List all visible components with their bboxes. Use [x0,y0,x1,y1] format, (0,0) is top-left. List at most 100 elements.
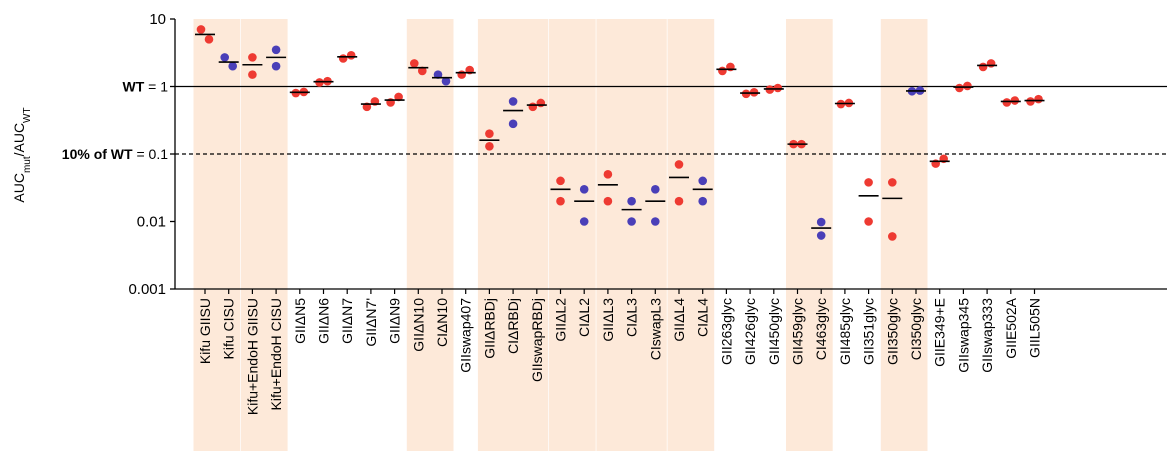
reference-label: 10% of WT = 0.1 [62,146,168,162]
data-point [627,217,636,226]
category-label: GII450glyc [766,298,782,365]
data-point [888,232,897,241]
category-label: GII263glyc [718,298,734,365]
shaded-group [667,19,715,451]
data-point [816,217,826,227]
y-tick-label: 0.01 [137,214,166,231]
category-label: CIΔL3 [624,298,640,337]
data-point [651,184,660,194]
category-label: CIΔN10 [434,298,450,347]
category-label: GIIΔN5 [292,298,308,344]
data-marks [195,25,1045,241]
category-label: GIIΔRBDj [481,298,497,359]
category-label: CIswapL3 [647,298,663,360]
category-labels: Kifu GIISU Kifu CISU Kifu+EndoH GIISU Kifu+… [197,297,1043,415]
category-label: GIIswap407 [458,298,474,373]
shaded-group [596,19,667,451]
data-point [204,35,214,44]
shaded-group [193,19,241,451]
data-point [338,54,348,63]
data-point [864,217,873,226]
data-point [441,76,451,86]
data-point [508,119,518,129]
reference-lines: WT = 1 10% of WT = 0.1 [62,79,1167,162]
data-point [271,61,281,71]
category-label: CIΔRBDj [505,298,521,354]
category-label: GII426glyc [742,298,758,365]
data-point [485,142,494,151]
data-point [346,50,356,60]
category-label: CIΔL2 [576,298,592,337]
data-point [271,45,281,55]
data-point [556,196,565,206]
category-label: GII485glyc [837,298,853,365]
shaded-group [880,19,928,451]
category-label: GII351glyc [861,298,877,365]
data-point [1010,96,1020,105]
data-point [718,66,727,76]
data-point [1034,94,1043,104]
category-label: Kifu CISU [221,298,237,359]
data-point [556,176,565,186]
data-point [698,196,707,206]
category-label: GIIswap345 [955,298,971,373]
data-point [651,217,660,226]
data-point [816,231,826,240]
data-point [248,53,257,62]
y-tick-label: 10 [149,11,166,28]
data-point [603,196,613,206]
shaded-group [786,19,833,451]
category-label: GIIΔL4 [671,298,687,342]
data-point [485,129,494,138]
data-point [773,83,783,93]
data-point [579,184,589,194]
data-point [978,62,988,72]
shaded-group [240,19,288,451]
data-point [508,97,518,106]
category-label: GIIΔL2 [553,298,569,342]
data-point [963,81,972,91]
data-point [986,59,996,68]
data-point [698,176,707,186]
category-label: GIIΔL3 [600,298,616,342]
category-label: GIIΔN9 [387,298,403,344]
category-label: CIΔL4 [695,298,711,337]
data-point [674,160,684,169]
category-label: CI350glyc [908,298,924,360]
data-point [433,70,443,79]
data-point [457,70,467,79]
category-label: GII459glyc [790,298,806,365]
data-point [196,25,206,34]
data-point [579,217,589,226]
data-point [603,170,613,179]
category-label: GIIΔN10 [410,298,426,352]
category-label: Kifu+EndoH GIISU [244,298,260,415]
data-point [627,196,636,206]
data-point [418,66,427,76]
data-point [888,178,897,187]
category-label: GIIΔN7 [339,298,355,344]
data-point [536,98,546,108]
category-label: Kifu+EndoH CISU [268,298,284,410]
category-label: Kifu GIISU [197,298,213,364]
category-label: GIIL505N [1027,298,1043,358]
category-label: GIIswapRBDj [529,298,545,382]
y-axis: 10 0.01 0.001 [128,11,1167,298]
category-label: GIIΔN7' [363,298,379,347]
y-axis-title: AUCmut/AUCWT [11,107,33,202]
shaded-group [549,19,596,451]
shaded-group [477,19,549,451]
data-point [1026,97,1035,106]
data-point [220,53,229,62]
category-label: GIIE502A [1003,297,1019,358]
data-point [528,102,538,112]
category-label: GIIE349+E [932,298,948,367]
data-point [955,83,964,93]
data-point [228,61,237,71]
data-point [410,59,419,68]
category-label: GIIΔN6 [316,298,332,344]
data-point [864,178,873,187]
data-point [674,196,684,206]
y-tick-label: 0.001 [128,281,166,298]
